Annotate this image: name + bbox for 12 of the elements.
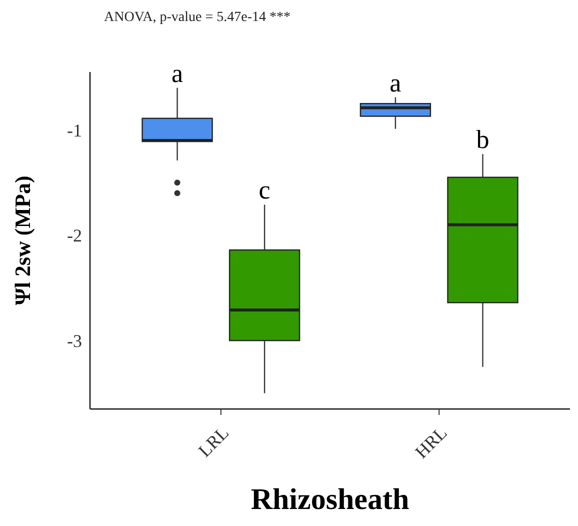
annotation: a bbox=[390, 68, 402, 98]
x-tick-label: LRL bbox=[194, 422, 233, 461]
x-tick-label: HRL bbox=[411, 422, 451, 462]
x-axis-title: Rhizosheath bbox=[250, 483, 410, 516]
y-tick-label: -1 bbox=[67, 120, 82, 140]
y-tick-label: -2 bbox=[67, 226, 82, 246]
annotation: b bbox=[476, 125, 490, 154]
chart-subtitle: ANOVA, p-value = 5.47e-14 *** bbox=[104, 10, 290, 26]
y-tick-label: -3 bbox=[67, 330, 82, 351]
annotation: c bbox=[258, 176, 270, 205]
y-axis-title: Ψl 2sw (MPa) bbox=[10, 176, 35, 306]
annotation: a bbox=[172, 58, 184, 88]
